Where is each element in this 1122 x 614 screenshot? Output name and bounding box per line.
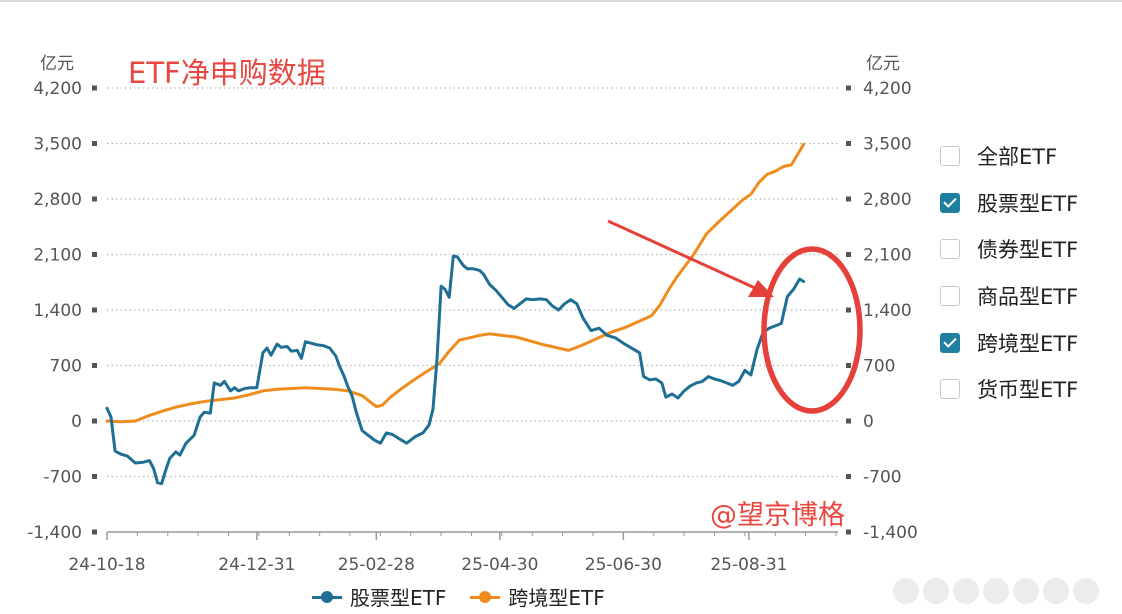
share-buttons xyxy=(893,578,1103,604)
y-tick-label-right: -1,400 xyxy=(863,523,918,543)
series-line-stock-etf xyxy=(105,254,806,486)
share-icon[interactable] xyxy=(983,578,1009,604)
checkbox-icon[interactable] xyxy=(940,239,960,260)
series-line-cross-border-etf xyxy=(105,142,806,424)
y-tick-marker xyxy=(846,529,851,535)
share-icon[interactable] xyxy=(893,578,919,604)
checkbox-icon[interactable] xyxy=(940,286,960,307)
filter-money-etf[interactable]: 货币型ETF xyxy=(940,366,1078,413)
annotation-ellipse xyxy=(761,246,863,414)
y-tick-label-right: 3,500 xyxy=(863,135,912,155)
y-tick-marker xyxy=(846,418,851,424)
filter-label: 股票型ETF xyxy=(977,191,1079,216)
share-icon[interactable] xyxy=(953,578,979,604)
y-tick-label-left: 700 xyxy=(50,357,82,377)
legend-item-stock-etf[interactable]: 股票型ETF xyxy=(312,582,446,611)
filter-stock-etf[interactable]: 股票型ETF xyxy=(940,180,1078,227)
y-tick-label-right: 1,400 xyxy=(863,301,912,321)
watermark: @望京博格 xyxy=(710,500,845,531)
y-tick-marker xyxy=(846,196,851,202)
checkbox-icon[interactable] xyxy=(940,192,960,213)
y-tick-label-left: 2,100 xyxy=(33,246,82,266)
y-tick-label-right: 0 xyxy=(863,412,874,432)
y-tick-label-right: 700 xyxy=(863,357,895,377)
legend-item-cross-border-etf[interactable]: 跨境型ETF xyxy=(470,582,605,611)
x-tick-label: 25-04-30 xyxy=(461,555,538,575)
filter-label: 货币型ETF xyxy=(977,378,1079,403)
y-tick-label-right: 4,200 xyxy=(863,79,912,99)
checkbox-icon[interactable] xyxy=(940,379,960,400)
y-tick-label-left: 4,200 xyxy=(33,79,82,99)
y-tick-marker xyxy=(92,141,97,146)
y-tick-label-right: 2,800 xyxy=(863,190,912,210)
checkbox-icon[interactable] xyxy=(940,332,960,353)
y-tick-marker xyxy=(846,474,851,479)
y-tick-label-left: -1,400 xyxy=(27,523,82,543)
etf-type-filter-list: 全部ETF 股票型ETF 债券型ETF 商品型ETF 跨境型ETF 货币型ETF xyxy=(940,133,1078,413)
chart-legend: 股票型ETF 跨境型ETF xyxy=(312,582,629,611)
y-tick-label-left: 0 xyxy=(71,412,82,432)
legend-label: 跨境型ETF xyxy=(508,586,605,610)
y-tick-marker xyxy=(846,85,851,91)
x-tick-label: 25-06-30 xyxy=(585,555,662,575)
y-tick-marker xyxy=(92,474,97,479)
y-tick-marker xyxy=(846,307,851,313)
y-tick-label-right: 2,100 xyxy=(863,246,912,266)
y-tick-label-left: -700 xyxy=(43,468,82,488)
filter-label: 商品型ETF xyxy=(977,285,1079,310)
annotation-arrow-line xyxy=(607,219,756,290)
y-tick-marker xyxy=(92,418,97,424)
top-border xyxy=(0,0,1122,2)
filter-commodity-etf[interactable]: 商品型ETF xyxy=(940,273,1078,320)
filter-all-etf[interactable]: 全部ETF xyxy=(940,133,1078,180)
y-tick-marker xyxy=(846,141,851,146)
share-icon[interactable] xyxy=(1013,578,1039,604)
share-icon[interactable] xyxy=(1043,578,1069,604)
legend-label: 股票型ETF xyxy=(350,586,447,610)
left-axis-unit: 亿元 xyxy=(40,54,74,74)
y-tick-marker xyxy=(92,363,97,368)
y-tick-marker xyxy=(92,252,97,257)
filter-label: 跨境型ETF xyxy=(977,331,1079,356)
filter-bond-etf[interactable]: 债券型ETF xyxy=(940,226,1078,273)
y-tick-label-left: 1,400 xyxy=(33,301,82,321)
x-tick-label: 25-08-31 xyxy=(710,555,787,575)
checkbox-icon[interactable] xyxy=(940,146,960,167)
legend-line-marker-icon xyxy=(470,590,501,604)
filter-label: 全部ETF xyxy=(977,145,1058,170)
y-tick-marker xyxy=(92,196,97,202)
share-icon[interactable] xyxy=(1073,578,1099,604)
y-tick-marker xyxy=(92,529,97,535)
right-axis-unit: 亿元 xyxy=(866,54,900,74)
y-tick-label-left: 3,500 xyxy=(33,135,82,155)
x-tick-label: 24-12-31 xyxy=(218,555,295,575)
y-tick-marker xyxy=(92,85,97,91)
filter-cross-border-etf[interactable]: 跨境型ETF xyxy=(940,319,1078,366)
filter-label: 债券型ETF xyxy=(977,238,1079,263)
legend-line-marker-icon xyxy=(312,590,342,604)
y-tick-marker xyxy=(846,363,851,368)
y-tick-marker xyxy=(92,307,97,313)
chart-title: ETF净申购数据 xyxy=(128,56,326,90)
y-tick-label-right: -700 xyxy=(863,468,902,488)
y-tick-label-left: 2,800 xyxy=(33,190,82,210)
y-tick-marker xyxy=(846,252,851,257)
x-tick-label: 24-10-18 xyxy=(68,555,145,575)
share-icon[interactable] xyxy=(923,578,949,604)
x-tick-label: 25-02-28 xyxy=(338,555,415,575)
